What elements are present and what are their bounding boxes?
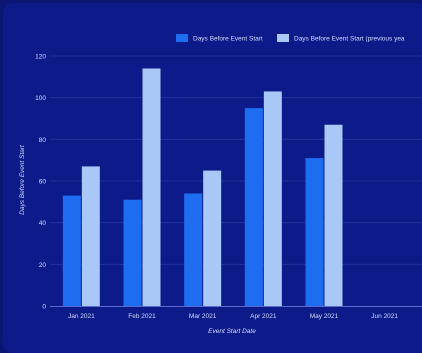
x-axis-ticks: Jan 2021 Feb 2021 Mar 2021 Apr 2021 May 2021…: [68, 313, 398, 320]
x-tick-label: Jan 2021: [68, 313, 95, 320]
bar-previous-mar-2021: [203, 170, 222, 306]
x-tick-label: Feb 2021: [128, 313, 156, 320]
bar-previous-may-2021: [324, 124, 343, 306]
bar-current-feb-2021: [123, 199, 142, 306]
bar-previous-apr-2021: [263, 91, 282, 307]
y-tick-label: 60: [39, 179, 47, 186]
legend: Days Before Event Start Days Before Even…: [176, 34, 405, 43]
bar-current-apr-2021: [244, 108, 263, 306]
legend-swatch-previous: [277, 34, 289, 42]
x-tick-label: Jun 2021: [371, 313, 398, 320]
y-tick-label: 0: [42, 304, 46, 311]
x-tick-label: Mar 2021: [189, 313, 217, 320]
legend-label-previous: Days Before Event Start (previous yea: [294, 36, 405, 43]
x-axis-title: Event Start Date: [208, 328, 256, 335]
y-axis-ticks: 0 20 40 60 80 100 120: [35, 54, 46, 311]
y-tick-label: 120: [35, 54, 46, 61]
y-tick-label: 40: [39, 220, 47, 227]
x-tick-label: May 2021: [310, 313, 339, 320]
y-tick-label: 80: [39, 137, 47, 144]
bar-current-jan-2021: [62, 195, 81, 306]
legend-label-current: Days Before Event Start: [193, 36, 263, 43]
x-tick-label: Apr 2021: [250, 313, 277, 320]
y-tick-label: 100: [35, 95, 46, 102]
y-axis-title: Days Before Event Start: [19, 144, 26, 215]
bar-previous-feb-2021: [142, 68, 161, 306]
bar-previous-jan-2021: [81, 166, 100, 306]
bar-current-may-2021: [305, 158, 324, 306]
bar-current-mar-2021: [184, 193, 203, 306]
grid-lines: [50, 55, 422, 265]
legend-swatch-current: [176, 34, 188, 42]
bars: [62, 68, 343, 307]
y-tick-label: 20: [39, 262, 47, 269]
